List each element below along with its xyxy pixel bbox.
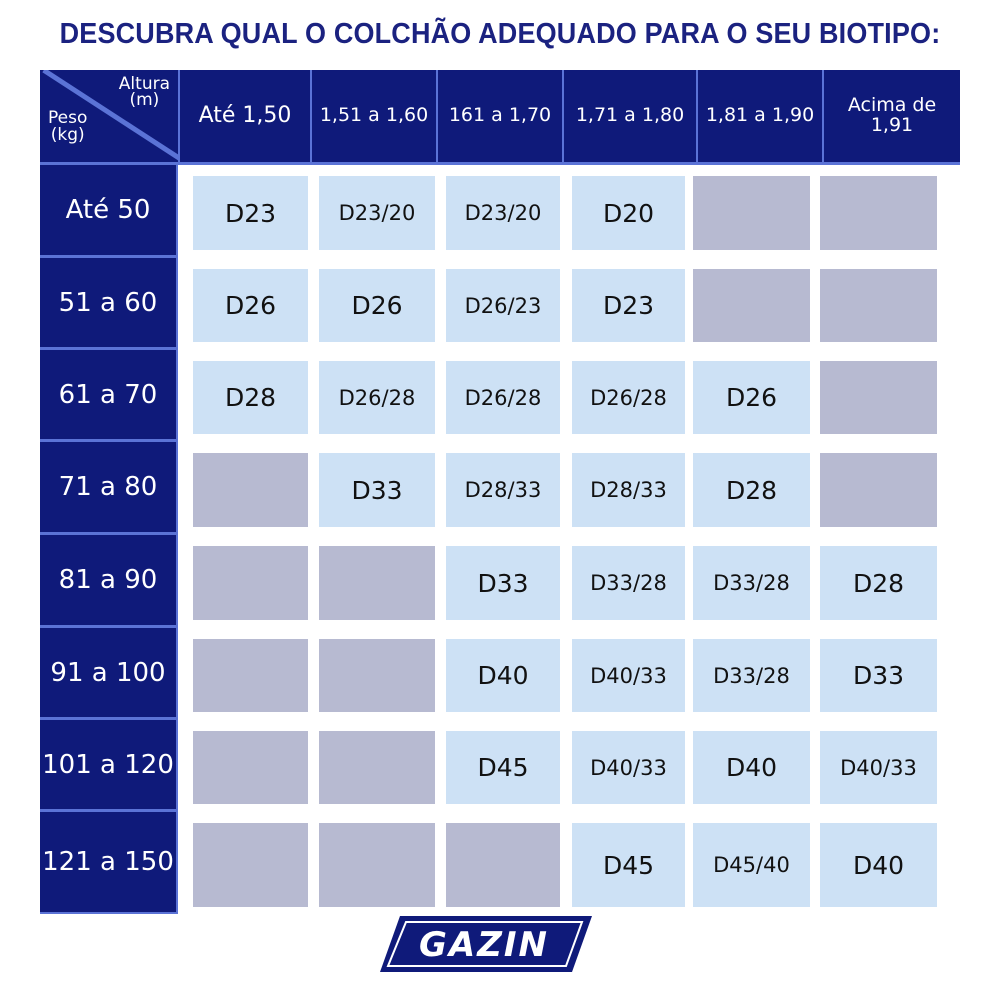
column-header: Acima de 1,91 bbox=[824, 70, 960, 162]
page-title: DESCUBRA QUAL O COLCHÃO ADEQUADO PARA O … bbox=[59, 18, 941, 50]
empty-cell bbox=[193, 823, 308, 907]
height-label: Altura bbox=[118, 74, 170, 94]
empty-cell bbox=[693, 176, 810, 250]
density-cell: D26 bbox=[193, 269, 308, 342]
empty-cell bbox=[193, 639, 308, 712]
row-header: 51 a 60 bbox=[40, 258, 176, 347]
density-cell: D28/33 bbox=[572, 453, 685, 527]
svg-text:GAZIN: GAZIN bbox=[419, 925, 549, 965]
column-header: 1,71 a 1,80 bbox=[564, 70, 696, 162]
density-cell: D26/28 bbox=[572, 361, 685, 434]
height-unit: (m) bbox=[129, 90, 160, 111]
empty-cell bbox=[319, 639, 435, 712]
density-cell: D33 bbox=[446, 546, 560, 620]
density-cell: D40 bbox=[446, 639, 560, 712]
column-header: 1,51 a 1,60 bbox=[312, 70, 436, 162]
empty-cell bbox=[193, 453, 308, 527]
density-cell: D33 bbox=[319, 453, 435, 527]
empty-cell bbox=[820, 269, 937, 342]
column-header: 1,81 a 1,90 bbox=[698, 70, 822, 162]
density-cell: D40 bbox=[693, 731, 810, 804]
density-cell: D23/20 bbox=[446, 176, 560, 250]
density-cell: D26/28 bbox=[446, 361, 560, 434]
row-header: 121 a 150 bbox=[40, 812, 176, 912]
density-cell: D20 bbox=[572, 176, 685, 250]
column-header: Até 1,50 bbox=[180, 70, 310, 162]
density-cell: D40/33 bbox=[572, 639, 685, 712]
density-cell: D26 bbox=[693, 361, 810, 434]
density-cell: D33/28 bbox=[693, 639, 810, 712]
density-cell: D45 bbox=[446, 731, 560, 804]
row-header: 91 a 100 bbox=[40, 628, 176, 717]
density-cell: D33/28 bbox=[572, 546, 685, 620]
density-cell: D28 bbox=[193, 361, 308, 434]
density-cell: D28 bbox=[693, 453, 810, 527]
row-header: Até 50 bbox=[40, 165, 176, 255]
density-cell: D40 bbox=[820, 823, 937, 907]
weight-axis-label: Peso (kg) bbox=[48, 110, 87, 144]
density-cell: D26 bbox=[319, 269, 435, 342]
empty-cell bbox=[319, 546, 435, 620]
row-header: 81 a 90 bbox=[40, 535, 176, 625]
row-header: 101 a 120 bbox=[40, 720, 176, 809]
density-cell: D40/33 bbox=[820, 731, 937, 804]
empty-cell bbox=[319, 823, 435, 907]
empty-cell bbox=[319, 731, 435, 804]
empty-cell bbox=[820, 453, 937, 527]
weight-label: Peso bbox=[48, 108, 88, 128]
gazin-logo: GAZIN bbox=[380, 916, 592, 972]
column-header: 161 a 1,70 bbox=[438, 70, 562, 162]
row-header: 61 a 70 bbox=[40, 350, 176, 439]
density-cell: D33/28 bbox=[693, 546, 810, 620]
density-cell: D23 bbox=[572, 269, 685, 342]
empty-cell bbox=[820, 361, 937, 434]
height-axis-label: Altura (m) bbox=[118, 74, 170, 111]
density-cell: D26/23 bbox=[446, 269, 560, 342]
density-cell: D40/33 bbox=[572, 731, 685, 804]
density-cell: D28/33 bbox=[446, 453, 560, 527]
density-cell: D33 bbox=[820, 639, 937, 712]
density-cell: D45/40 bbox=[693, 823, 810, 907]
density-cell: D23/20 bbox=[319, 176, 435, 250]
density-cell: D28 bbox=[820, 546, 937, 620]
density-cell: D45 bbox=[572, 823, 685, 907]
density-cell: D26/28 bbox=[319, 361, 435, 434]
empty-cell bbox=[193, 546, 308, 620]
table-corner-header: Altura (m) Peso (kg) bbox=[40, 70, 178, 162]
row-header: 71 a 80 bbox=[40, 442, 176, 532]
empty-cell bbox=[446, 823, 560, 907]
weight-unit: (kg) bbox=[50, 125, 85, 145]
empty-cell bbox=[193, 731, 308, 804]
empty-cell bbox=[693, 269, 810, 342]
empty-cell bbox=[820, 176, 937, 250]
density-cell: D23 bbox=[193, 176, 308, 250]
